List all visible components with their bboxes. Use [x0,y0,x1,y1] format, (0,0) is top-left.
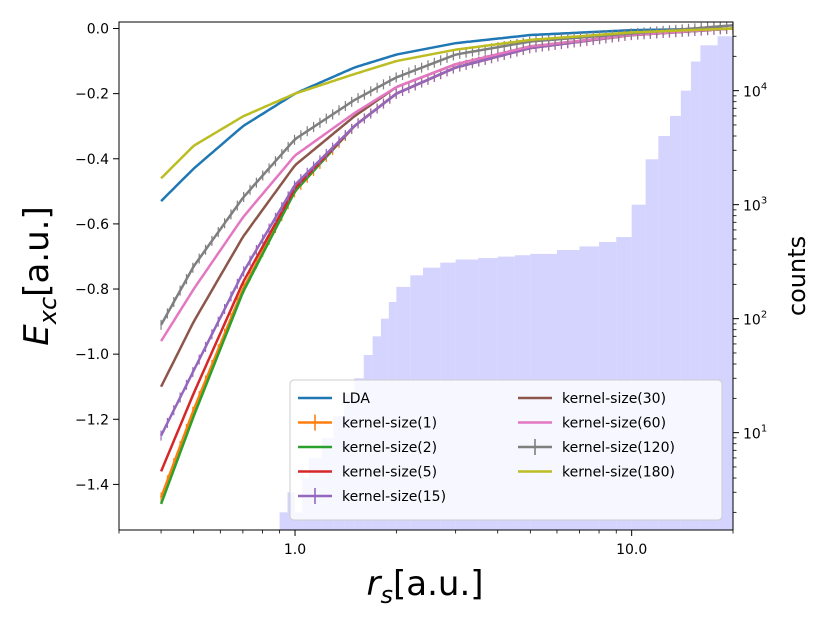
x-tick-label: 1.0 [284,542,306,558]
legend-box [289,379,723,521]
legend-label: kernel-size(120) [562,440,675,456]
x-tick-label: 10.0 [616,542,647,558]
legend-label: kernel-size(60) [562,416,666,432]
legend-label: kernel-size(2) [342,440,437,456]
histogram-bar [295,512,303,530]
y-tick-label: −1.2 [75,412,109,428]
y2-tick-label: 101 [743,424,767,443]
y-tick-label: −0.2 [75,87,109,103]
histogram-bar [279,512,288,530]
series-line-kernel-size-180 [160,27,733,180]
y-tick-label: −1.0 [75,347,109,363]
y-tick-label: −0.4 [75,152,109,168]
legend-label: kernel-size(30) [562,391,666,407]
legend-label: kernel-size(180) [562,465,675,481]
histogram-bar [670,115,681,530]
y2-tick-label: 104 [743,82,767,101]
series-lines [159,22,733,505]
legend: LDA kernel-size(1) kernel-size(2) kernel-si… [289,379,723,521]
y2-axis-label: counts [783,236,811,316]
ticks: 1.0 10.0 0.0 −0.2 −0.4 −0.6 −0.8 −1.0 −1.2 −1.4 10… [75,22,767,558]
y-tick-label: 0.0 [87,22,109,38]
histogram-bar [680,90,691,530]
y2-tick-label: 102 [743,310,767,329]
legend-label: kernel-size(5) [342,465,437,481]
histogram-bar [658,136,671,530]
x-axis-label: rs[a.u.] [366,564,483,609]
y-tick-label: −0.8 [75,282,109,298]
y-axis-label: Exc[a.u.] [17,206,62,345]
y-tick-label: −1.4 [75,477,109,493]
y2-tick-label: 103 [743,196,767,215]
y-tick-label: −0.6 [75,217,109,233]
plot-frame [118,21,734,531]
legend-label: kernel-size(15) [342,489,446,505]
legend-label: kernel-size(1) [342,416,437,432]
histogram-bar [690,61,701,530]
legend-label: LDA [342,391,370,407]
